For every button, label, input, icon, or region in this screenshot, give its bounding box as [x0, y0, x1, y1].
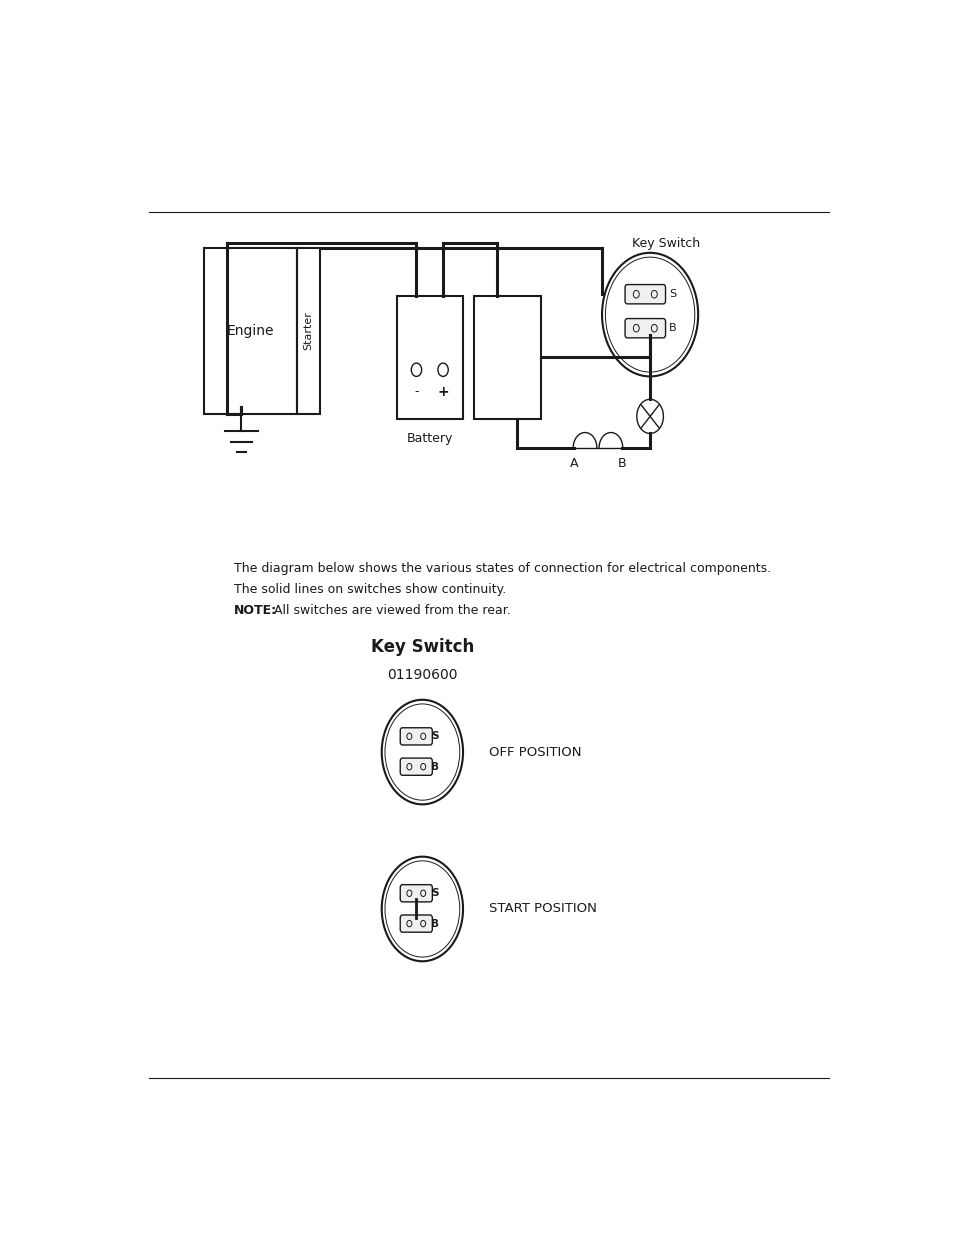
Text: B: B	[669, 324, 677, 333]
Text: NOTE:: NOTE:	[233, 604, 276, 616]
Text: Starter: Starter	[303, 311, 314, 351]
Text: S: S	[431, 731, 438, 741]
FancyBboxPatch shape	[624, 284, 665, 304]
Text: OFF POSITION: OFF POSITION	[488, 746, 580, 758]
Text: Key Switch: Key Switch	[371, 638, 474, 656]
Text: B: B	[431, 762, 439, 772]
FancyBboxPatch shape	[400, 758, 432, 776]
Text: B: B	[617, 457, 626, 471]
Text: A: A	[569, 457, 578, 471]
Bar	[396, 295, 462, 419]
FancyBboxPatch shape	[624, 319, 665, 338]
FancyBboxPatch shape	[400, 915, 432, 932]
Text: S: S	[669, 289, 676, 299]
Text: The solid lines on switches show continuity.: The solid lines on switches show continu…	[233, 583, 506, 595]
FancyBboxPatch shape	[400, 727, 432, 745]
Text: 01190600: 01190600	[387, 668, 457, 683]
Bar	[204, 248, 296, 415]
Text: START POSITION: START POSITION	[488, 903, 597, 915]
Text: Engine: Engine	[226, 324, 274, 338]
Text: B: B	[431, 919, 439, 929]
Text: Battery: Battery	[406, 432, 453, 445]
Text: +: +	[436, 385, 449, 399]
FancyBboxPatch shape	[400, 884, 432, 902]
Bar	[474, 295, 540, 419]
Bar	[296, 248, 320, 415]
Text: Key Switch: Key Switch	[632, 237, 700, 249]
Text: S: S	[431, 888, 438, 898]
Text: All switches are viewed from the rear.: All switches are viewed from the rear.	[266, 604, 511, 616]
Text: The diagram below shows the various states of connection for electrical componen: The diagram below shows the various stat…	[233, 562, 770, 574]
Text: -: -	[414, 385, 418, 398]
